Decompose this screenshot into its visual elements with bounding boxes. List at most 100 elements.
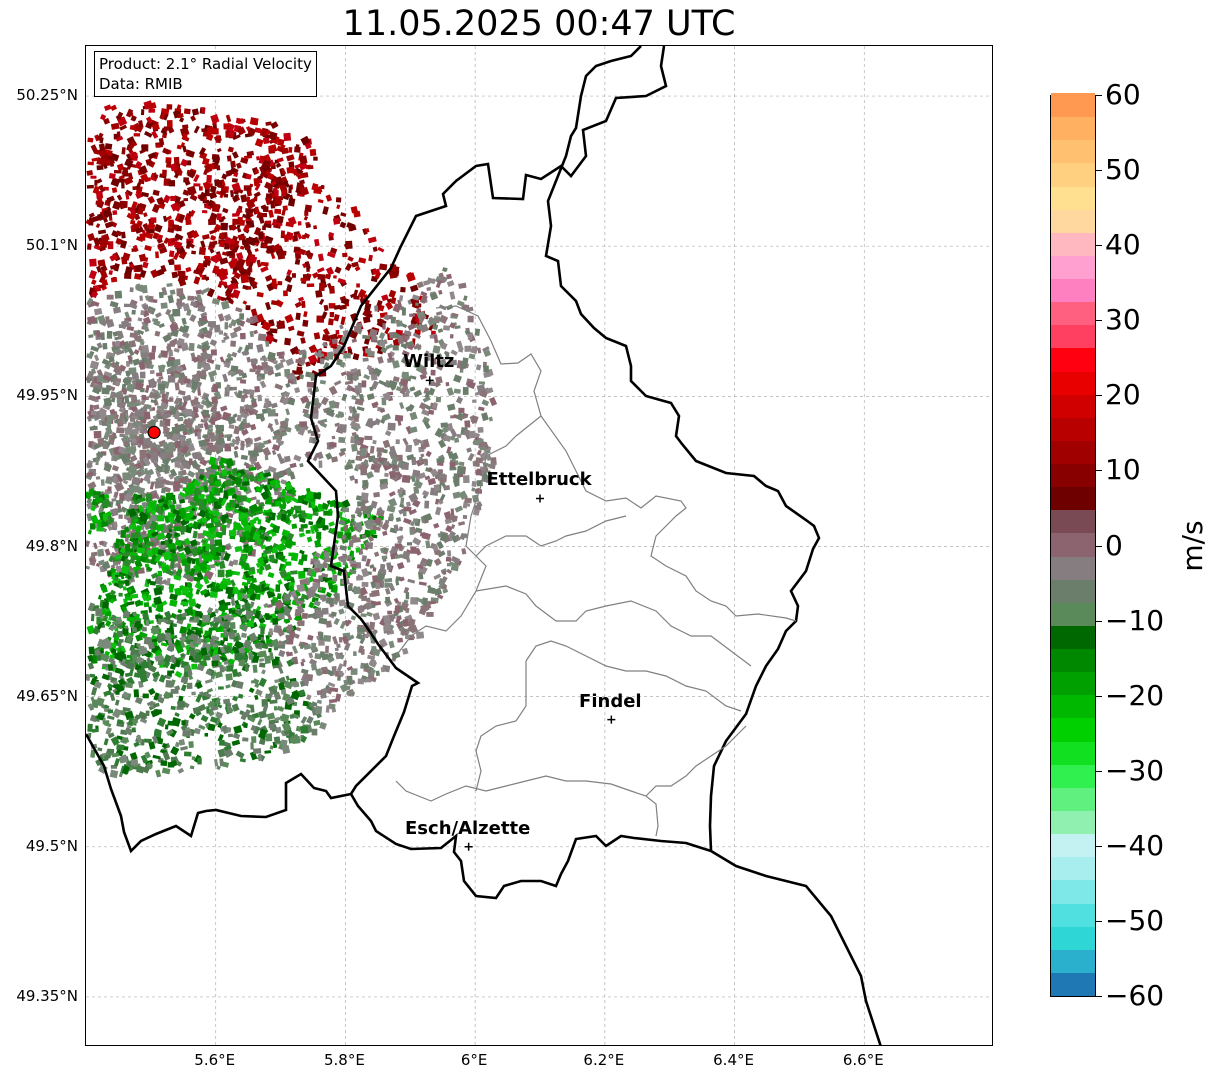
radar-echo	[221, 339, 226, 344]
radar-echo	[289, 194, 294, 203]
radar-echo	[298, 532, 306, 538]
radar-echo	[97, 259, 106, 267]
radar-echo	[93, 354, 100, 362]
radar-echo	[126, 325, 135, 332]
radar-echo	[157, 198, 165, 206]
radar-echo	[218, 232, 225, 240]
radar-echo	[91, 157, 98, 162]
radar-echo	[211, 203, 221, 213]
radar-echo	[353, 434, 361, 442]
radar-echo	[340, 316, 346, 325]
radar-echo	[295, 600, 304, 605]
radar-echo	[438, 289, 443, 295]
radar-echo	[222, 373, 229, 383]
radar-echo	[203, 255, 211, 260]
radar-echo	[107, 581, 113, 586]
radar-echo	[104, 221, 114, 229]
radar-echo	[328, 318, 334, 326]
radar-echo	[319, 721, 327, 730]
radar-echo	[216, 213, 222, 221]
radar-echo	[283, 618, 288, 623]
radar-echo	[426, 611, 434, 617]
radar-echo	[296, 330, 305, 337]
radar-echo	[299, 155, 308, 165]
map-panel[interactable]	[85, 45, 993, 1046]
radar-echo	[176, 504, 182, 510]
radar-echo	[454, 325, 461, 330]
radar-echo	[260, 626, 265, 635]
radar-echo	[112, 680, 118, 685]
radar-echo	[94, 179, 98, 186]
radar-echo	[346, 370, 351, 376]
radar-echo	[385, 301, 394, 310]
radar-echo	[210, 591, 218, 598]
radar-echo	[159, 420, 166, 427]
radar-echo	[295, 366, 303, 376]
radar-echo	[188, 713, 196, 720]
radar-echo	[233, 450, 239, 458]
radar-echo	[341, 393, 348, 402]
radar-echo	[477, 438, 484, 443]
radar-echo	[349, 330, 359, 340]
radar-echo	[289, 471, 296, 480]
radar-echo	[178, 250, 188, 260]
radar-echo	[284, 275, 293, 283]
radar-echo	[277, 579, 283, 586]
radar-echo	[374, 467, 380, 473]
radar-echo	[139, 269, 147, 279]
radar-echo	[433, 334, 439, 344]
radar-echo	[225, 290, 232, 298]
radar-echo	[384, 577, 393, 583]
radar-echo	[96, 178, 103, 184]
radar-echo	[93, 430, 102, 439]
radar-echo	[331, 435, 336, 440]
radar-echo	[294, 146, 301, 153]
radar-echo	[240, 440, 245, 447]
radar-echo	[245, 305, 251, 311]
radar-echo	[184, 751, 192, 757]
radar-echo	[218, 686, 224, 690]
radar-echo	[144, 384, 150, 394]
radar-echo	[366, 365, 372, 371]
radar-echo	[210, 417, 216, 426]
radar-echo	[148, 687, 156, 696]
radar-echo	[335, 358, 343, 366]
radar-echo	[204, 630, 209, 636]
radar-echo	[120, 529, 127, 539]
radar-echo	[387, 352, 393, 361]
radar-echo	[168, 250, 175, 258]
radar-echo	[160, 760, 168, 767]
radar-echo	[233, 725, 243, 734]
radar-echo	[187, 233, 193, 239]
radar-echo	[297, 221, 302, 226]
radar-echo	[101, 332, 105, 341]
radar-echo	[275, 726, 282, 734]
radar-echo	[214, 179, 220, 187]
radar-echo	[265, 129, 272, 136]
radar-echo	[246, 196, 251, 202]
radar-echo	[161, 562, 167, 568]
radar-echo	[268, 723, 276, 731]
radar-echo	[257, 174, 264, 181]
radar-echo	[168, 220, 172, 228]
radar-echo	[264, 455, 269, 461]
radar-echo	[407, 323, 416, 331]
radar-echo	[176, 440, 181, 448]
radar-echo	[102, 720, 110, 725]
radar-map[interactable]	[86, 46, 993, 1046]
radar-echo	[90, 551, 98, 557]
radar-echo	[291, 735, 301, 745]
radar-echo	[260, 265, 269, 273]
radar-echo	[204, 434, 208, 438]
radar-echo	[317, 253, 324, 262]
radar-echo	[118, 639, 124, 643]
radar-echo	[116, 630, 123, 638]
radar-echo	[323, 304, 329, 312]
radar-echo	[467, 452, 475, 462]
radar-echo	[181, 400, 188, 408]
radar-echo	[86, 169, 94, 176]
radar-echo	[160, 452, 168, 460]
radar-echo	[378, 332, 386, 340]
radar-echo	[362, 316, 371, 324]
radar-echo	[228, 530, 237, 537]
